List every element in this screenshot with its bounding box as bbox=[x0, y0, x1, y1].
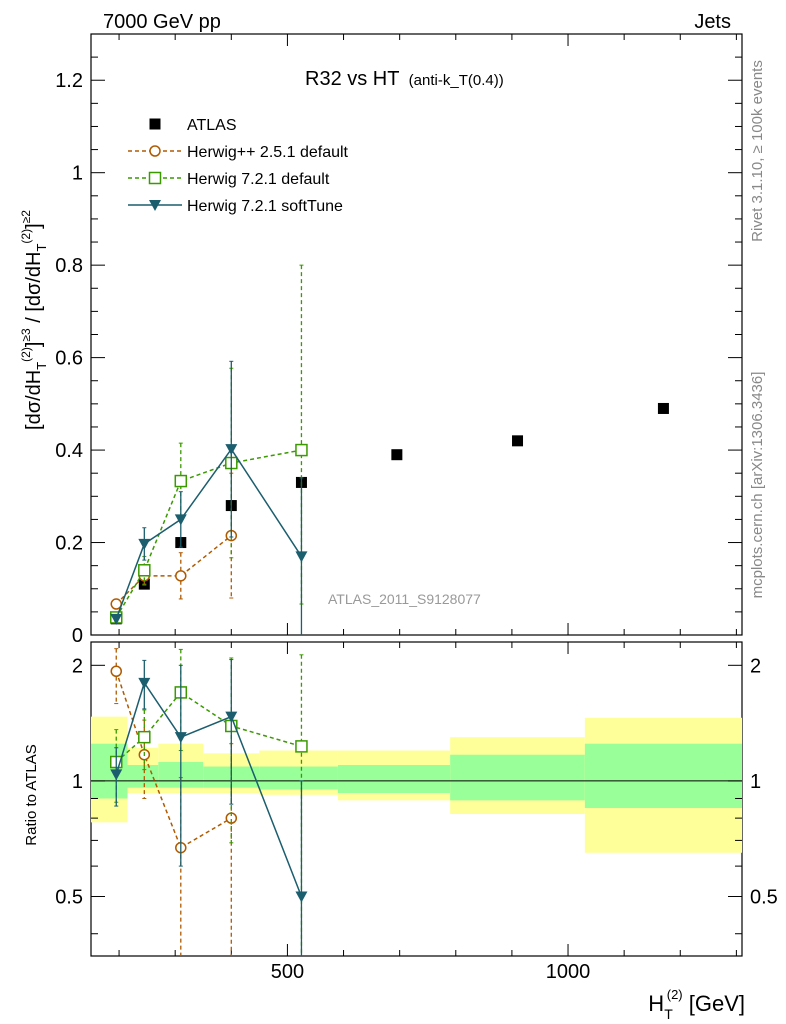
main-point-tri-2 bbox=[174, 514, 187, 526]
ratio-point-tri-1 bbox=[138, 677, 151, 689]
mc-band-inner-0 bbox=[91, 743, 128, 799]
main-y-tick-label-1: 1 bbox=[72, 163, 83, 185]
legend-entry-1: Herwig++ 2.5.1 default bbox=[128, 144, 349, 161]
mc-band-inner-7 bbox=[584, 743, 742, 809]
x-axis-title: HT(2) [GeV] bbox=[648, 987, 745, 1022]
ratio-point-tri-4 bbox=[295, 891, 308, 903]
header-left: 7000 GeV pp bbox=[103, 11, 221, 33]
mc-band-inner-5 bbox=[337, 765, 451, 794]
legend-label-3: Herwig 7.2.1 softTune bbox=[187, 198, 343, 215]
plot-title-main: R32 vs HT bbox=[305, 68, 399, 90]
mc-band-inner-4 bbox=[259, 766, 338, 790]
main-point-tri-1 bbox=[138, 538, 151, 550]
ratio-y-tick-label-1: 1 bbox=[72, 771, 83, 793]
ratio-y-tick-label-0.5: 0.5 bbox=[55, 887, 83, 909]
ratio-point-osquare-1 bbox=[138, 730, 151, 744]
ratio-y-tick-label-right-0.5: 0.5 bbox=[750, 887, 778, 909]
ratio-point-osquare-4 bbox=[295, 740, 308, 753]
plot-title-sub: (anti-k_T(0.4)) bbox=[409, 72, 504, 89]
ratio-y-tick-label-right-2: 2 bbox=[750, 655, 761, 677]
legend-marker-2 bbox=[148, 171, 162, 185]
main-point-tri-3 bbox=[225, 444, 238, 456]
ratio-y-tick-label-right-1: 1 bbox=[750, 771, 761, 793]
ratio-line-osquare bbox=[115, 691, 302, 763]
main-y-tick-label-0.6: 0.6 bbox=[55, 348, 83, 370]
atlas-point-7 bbox=[657, 402, 669, 414]
main-y-axis-title: [dσ/dHT(2)]≥3 / [dσ/dHT(2)]≥2 bbox=[19, 210, 49, 430]
legend-marker-atlas bbox=[149, 118, 161, 130]
main-y-tick-label-0: 0 bbox=[72, 625, 83, 647]
main-point-osquare-2 bbox=[174, 474, 188, 488]
main-line-circle bbox=[115, 535, 232, 605]
ratio-point-tri-3 bbox=[225, 711, 238, 723]
mcplots-label: mcplots.cern.ch [arXiv:1306.3436] bbox=[749, 372, 766, 599]
legend-marker-1 bbox=[149, 145, 161, 157]
mc-band-inner-1 bbox=[127, 765, 159, 788]
legend-label-2: Herwig 7.2.1 default bbox=[187, 171, 330, 188]
legend-marker-3 bbox=[149, 200, 161, 211]
atlas-point-5 bbox=[391, 449, 403, 461]
x-tick-label-500: 500 bbox=[271, 961, 304, 983]
ratio-y-axis-title: Ratio to ATLAS bbox=[23, 744, 40, 845]
rivet-label: Rivet 3.1.10, ≥ 100k events bbox=[749, 60, 766, 242]
main-point-tri-4 bbox=[295, 551, 308, 563]
main-y-tick-label-0.2: 0.2 bbox=[55, 533, 83, 555]
main-point-osquare-4 bbox=[295, 443, 308, 457]
ratio-point-circle-0 bbox=[110, 665, 123, 678]
plot-title: R32 vs HT (anti-k_T(0.4)) bbox=[305, 68, 504, 90]
legend-entry-2: Herwig 7.2.1 default bbox=[128, 171, 330, 188]
main-y-tick-label-0.8: 0.8 bbox=[55, 255, 83, 277]
main-line-osquare bbox=[115, 449, 302, 618]
main-point-circle-2 bbox=[175, 570, 187, 582]
x-tick-label-1000: 1000 bbox=[546, 961, 591, 983]
main-point-osquare-1 bbox=[138, 564, 151, 577]
legend-entry-0: ATLAS bbox=[149, 117, 237, 134]
main-y-tick-label-1.2: 1.2 bbox=[55, 70, 83, 92]
ratio-y-tick-label-2: 2 bbox=[72, 655, 83, 677]
main-y-tick-label-0.4: 0.4 bbox=[55, 440, 83, 462]
ratio-point-tri-2 bbox=[174, 732, 187, 744]
legend-label-1: Herwig++ 2.5.1 default bbox=[187, 144, 349, 161]
main-point-tri-0 bbox=[110, 613, 123, 625]
legend-entry-3: Herwig 7.2.1 softTune bbox=[128, 198, 343, 215]
atlas-point-6 bbox=[512, 435, 524, 447]
analysis-label: ATLAS_2011_S9128077 bbox=[328, 591, 481, 607]
header-right: Jets bbox=[694, 11, 731, 33]
legend-label-0: ATLAS bbox=[187, 117, 237, 134]
mc-band-inner-6 bbox=[450, 754, 585, 801]
ratio-point-tri-0 bbox=[110, 769, 123, 781]
ratio-line-circle bbox=[115, 671, 232, 849]
